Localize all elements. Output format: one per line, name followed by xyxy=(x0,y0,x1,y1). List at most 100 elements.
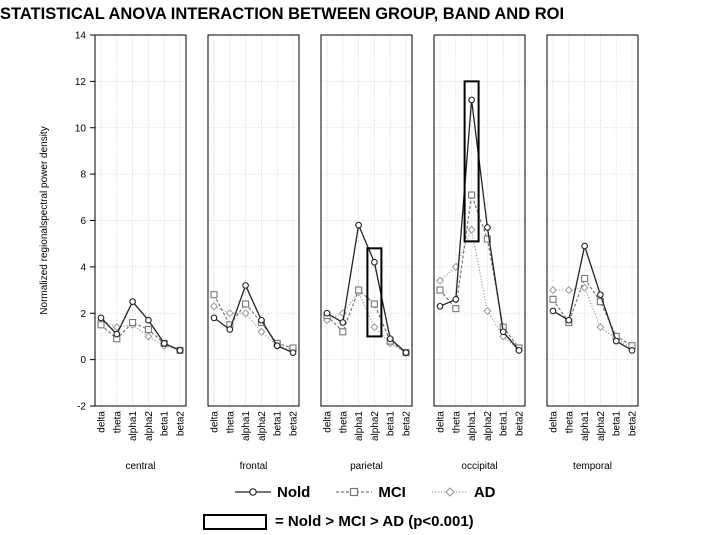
data-point-nold xyxy=(226,326,234,333)
x-tick-label: alpha1 xyxy=(467,411,478,441)
data-point-ad xyxy=(370,323,379,332)
x-tick-label: beta2 xyxy=(289,411,300,436)
data-point-nold xyxy=(628,347,636,354)
data-point-nold xyxy=(468,96,475,104)
data-point-nold xyxy=(499,328,507,336)
significance-box-swatch xyxy=(203,513,267,530)
data-point-mci xyxy=(129,318,137,327)
y-tick-label: 6 xyxy=(80,216,86,227)
chart-plot-area: Normalized regionalspectral power densit… xyxy=(39,31,639,472)
chart-title: STATISTICAL ANOVA INTERACTION BETWEEN GR… xyxy=(0,5,565,23)
data-point-nold xyxy=(129,298,136,306)
significance-box xyxy=(366,247,383,338)
series-line-mci xyxy=(213,294,294,349)
x-tick-label: theta xyxy=(451,411,462,434)
x-tick-label: delta xyxy=(549,411,560,433)
data-point-ad xyxy=(225,309,234,318)
x-tick-label: beta1 xyxy=(386,411,397,436)
data-point-nold xyxy=(113,330,121,338)
data-point-nold xyxy=(145,316,152,324)
panel-frame xyxy=(207,34,300,407)
data-point-mci xyxy=(355,286,363,294)
x-tick-label: theta xyxy=(564,411,575,434)
x-tick-label: alpha2 xyxy=(370,411,381,441)
data-point-ad xyxy=(209,302,219,311)
data-point-mci xyxy=(242,300,250,308)
legend-label-nold: Nold xyxy=(277,483,311,501)
y-tick-label: 8 xyxy=(80,170,86,181)
legend-swatch-mci xyxy=(336,487,373,497)
x-tick-label: alpha1 xyxy=(580,411,591,441)
y-tick-label: 0 xyxy=(80,355,86,366)
data-point-mci xyxy=(581,274,589,283)
legend-swatch-ad xyxy=(431,487,468,497)
x-tick-label: alpha1 xyxy=(354,411,365,441)
series-line-mci xyxy=(552,277,633,347)
data-point-nold xyxy=(210,314,218,322)
data-point-nold xyxy=(452,295,460,303)
x-tick-label: theta xyxy=(112,411,123,434)
x-tick-label: delta xyxy=(97,411,108,433)
y-tick-label: 2 xyxy=(80,309,86,320)
data-point-nold xyxy=(273,342,281,350)
legend-label-ad: AD xyxy=(473,483,496,501)
x-tick-label: theta xyxy=(338,411,349,434)
panel-frame xyxy=(546,34,639,407)
panel-frame xyxy=(433,34,526,407)
data-point-ad xyxy=(241,309,250,318)
x-tick-label: beta1 xyxy=(612,411,623,436)
data-point-nold xyxy=(339,319,347,326)
data-point-nold xyxy=(242,282,249,289)
x-tick-label: delta xyxy=(210,411,221,433)
data-point-nold xyxy=(371,258,378,266)
series-line-ad xyxy=(100,319,181,351)
panel-frame xyxy=(320,34,413,407)
data-point-mci xyxy=(97,321,105,329)
data-point-mci xyxy=(549,295,557,303)
y-tick-label: 12 xyxy=(75,77,87,88)
x-tick-label: alpha1 xyxy=(241,411,252,441)
data-point-ad xyxy=(257,327,266,336)
data-point-mci xyxy=(210,291,218,299)
x-tick-label: alpha2 xyxy=(144,411,155,441)
data-point-nold xyxy=(484,224,491,231)
data-point-ad xyxy=(144,332,153,341)
data-point-mci xyxy=(370,300,378,308)
data-point-mci xyxy=(483,235,491,243)
legend-item-nold: Nold xyxy=(235,484,310,501)
panel-label: parietal xyxy=(350,461,383,472)
x-tick-label: beta1 xyxy=(499,411,510,436)
panel-label: central xyxy=(125,461,155,472)
data-point-ad xyxy=(580,283,589,292)
data-point-mci xyxy=(436,286,444,294)
data-point-nold xyxy=(355,221,362,229)
data-point-nold xyxy=(612,337,620,345)
x-tick-label: alpha2 xyxy=(596,411,607,441)
legend-item-ad: AD xyxy=(431,483,496,501)
legend-item-mci: MCI xyxy=(336,484,406,501)
x-tick-label: delta xyxy=(323,411,334,433)
data-point-ad xyxy=(564,286,573,295)
series-line-ad xyxy=(439,227,520,351)
y-tick-label: 4 xyxy=(80,262,86,273)
data-point-mci xyxy=(452,305,460,313)
y-tick-label: 10 xyxy=(75,123,87,134)
data-point-ad xyxy=(483,306,492,315)
data-point-nold xyxy=(289,349,297,357)
x-tick-label: theta xyxy=(225,411,236,434)
significance-legend: = Nold > MCI > AD (p<0.001) xyxy=(203,513,474,530)
data-point-nold xyxy=(176,347,184,354)
panel-label: occipital xyxy=(461,461,497,472)
panel-label: temporal xyxy=(573,461,612,472)
series-line-nold xyxy=(552,243,633,351)
data-point-ad xyxy=(435,276,445,285)
data-point-mci xyxy=(468,191,476,199)
x-tick-label: beta2 xyxy=(402,411,413,436)
data-point-ad xyxy=(548,286,558,295)
y-tick-label: -2 xyxy=(77,402,86,413)
data-point-mci xyxy=(339,328,347,336)
x-tick-label: alpha2 xyxy=(257,411,268,441)
significance-label: = Nold > MCI > AD (p<0.001) xyxy=(275,513,474,530)
significance-box xyxy=(463,80,480,243)
x-tick-label: beta2 xyxy=(628,411,639,436)
